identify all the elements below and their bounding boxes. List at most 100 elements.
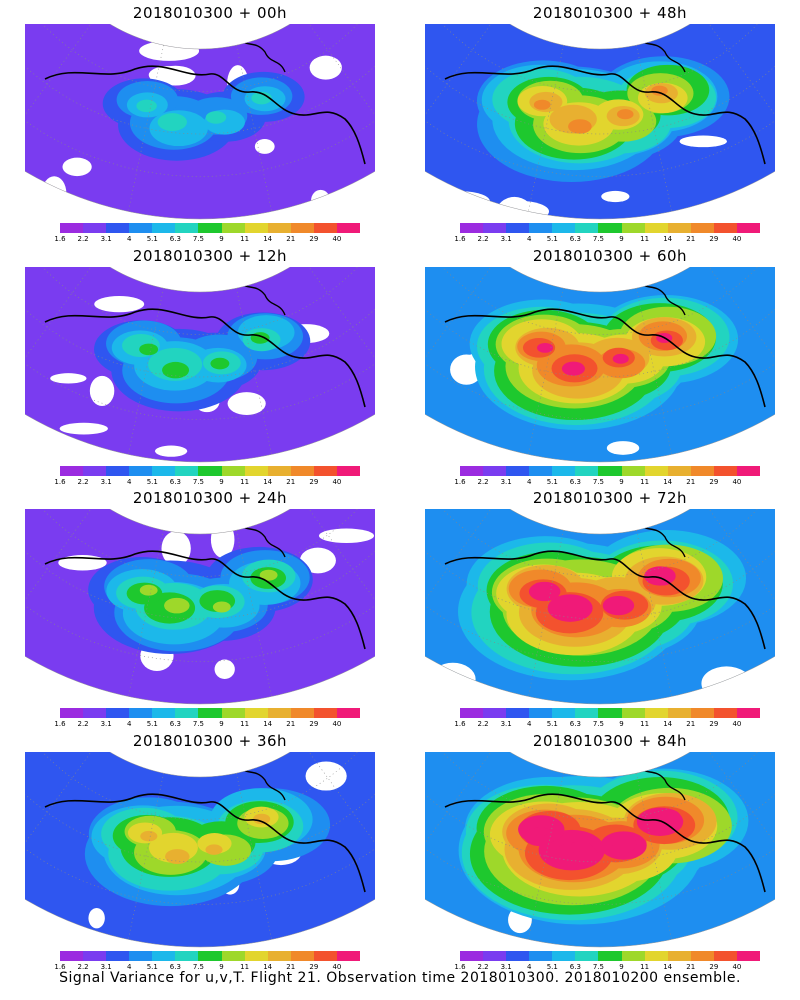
variance-contour: [651, 85, 668, 96]
map-outline: [425, 752, 775, 948]
colorbar-tick-label: 5.1: [546, 963, 558, 971]
colorbar-tick-label: 7.5: [592, 963, 605, 971]
variance-contour: [569, 840, 592, 855]
colorbar-swatch: [483, 708, 507, 718]
colorbar-tick-label: 40: [332, 478, 342, 486]
colorbar-swatch: [598, 708, 622, 718]
low-variance-gap: [155, 65, 196, 86]
variance-contour: [250, 332, 270, 344]
low-variance-gap: [139, 40, 200, 61]
parallel-line: [25, 509, 375, 577]
colorbar-tick-label: 9: [219, 478, 224, 486]
meridian-line: [702, 752, 775, 882]
colorbar-swatch: [483, 466, 507, 476]
colorbar-swatch: [83, 951, 107, 961]
variance-contour: [162, 361, 190, 379]
colorbar-swatch: [483, 223, 507, 233]
colorbar-swatch: [60, 708, 84, 718]
panel-title: 2018010300 + 72h: [532, 489, 688, 507]
signal-variance-map: [25, 267, 375, 463]
colorbar-swatch: [552, 223, 576, 233]
variance-contour: [210, 357, 230, 370]
colorbar-tick-label: 9: [619, 963, 624, 971]
colorbar-tick-label: 2.2: [477, 963, 489, 971]
map-panel: 2018010300 + 12h 1.6 2.2 3.1 4 5.1 6.3 7.5 9 11 14…: [25, 243, 395, 486]
colorbar-swatch: [267, 223, 291, 233]
colorbar: [60, 708, 361, 718]
colorbar-tick-label: 40: [732, 720, 742, 728]
colorbar-tick-label: 1.6: [54, 963, 66, 971]
meridian-line: [25, 267, 98, 397]
colorbar-tick-label: 11: [240, 235, 250, 243]
colorbar-swatch: [221, 708, 245, 718]
colorbar-swatch: [152, 223, 176, 233]
signal-variance-map: [425, 752, 775, 948]
variance-contour: [205, 844, 223, 855]
colorbar-tick-label: 40: [332, 963, 342, 971]
low-variance-gap: [94, 295, 145, 313]
colorbar-swatch: [336, 951, 361, 961]
colorbar-tick-label: 21: [686, 478, 696, 486]
colorbar-swatch: [152, 466, 176, 476]
variance-contour: [611, 838, 628, 848]
colorbar-swatch: [313, 708, 337, 718]
low-variance-gap: [430, 662, 476, 696]
map-outline: [425, 267, 775, 463]
colorbar: [60, 223, 361, 233]
colorbar-tick-label: 2.2: [77, 478, 89, 486]
colorbar-labels: 1.6 2.2 3.1 4 5.1 6.3 7.5 9 11 14 21 29 40: [454, 478, 760, 488]
colorbar-swatch: [290, 708, 314, 718]
colorbar-tick-label: 21: [686, 720, 696, 728]
map-panel: 2018010300 + 00h 1.6 2.2 3.1 4 5.1 6.3 7.5 9 11 14…: [25, 0, 395, 243]
colorbar-tick-label: 3.1: [100, 720, 112, 728]
colorbar-labels: 1.6 2.2 3.1 4 5.1 6.3 7.5 9 11 14 21 29 40: [454, 720, 760, 730]
panel-title: 2018010300 + 12h: [132, 247, 288, 265]
colorbar-tick-label: 4: [126, 720, 132, 728]
coastline: [44, 550, 366, 650]
variance-contour: [606, 597, 622, 608]
variance-contour: [165, 849, 190, 865]
colorbar-swatch: [598, 223, 622, 233]
colorbar-swatch: [106, 223, 130, 233]
map-outline: [425, 509, 775, 705]
parallel-line: [25, 25, 375, 177]
colorbar-tick-label: 14: [663, 720, 673, 728]
map-panel: 2018010300 + 84h 1.6 2.2 3.1 4 5.1 6.3 7.5 9 11 14…: [425, 728, 795, 971]
colorbar-swatch: [60, 466, 84, 476]
colorbar-swatch: [667, 708, 691, 718]
colorbar-tick-label: 7.5: [592, 235, 605, 243]
colorbar-tick-label: 1.6: [54, 235, 66, 243]
meridian-line: [527, 773, 564, 940]
parallel-line: [25, 752, 375, 863]
colorbar-swatch: [621, 951, 645, 961]
variance-contour: [561, 604, 584, 619]
map-panel: 2018010300 + 60h 1.6 2.2 3.1 4 5.1 6.3 7.5 9 11 14…: [425, 243, 795, 486]
colorbar-tick-label: 4: [126, 963, 132, 971]
colorbar-labels: 1.6 2.2 3.1 4 5.1 6.3 7.5 9 11 14 21 29 40: [54, 720, 360, 730]
colorbar-tick-label: 6.3: [169, 235, 181, 243]
low-variance-gap: [227, 392, 266, 415]
meridian-line: [302, 752, 375, 882]
variance-contour: [659, 813, 676, 823]
colorbar-swatch: [152, 951, 176, 961]
meridian-line: [702, 267, 775, 397]
colorbar-swatch: [713, 951, 737, 961]
variance-contour: [616, 109, 634, 120]
colorbar-tick-label: 21: [286, 963, 296, 971]
low-variance-gap: [254, 139, 275, 154]
colorbar-swatch: [267, 466, 291, 476]
variance-contour: [259, 569, 278, 581]
colorbar-tick-label: 11: [640, 235, 650, 243]
colorbar-tick-label: 5.1: [146, 720, 158, 728]
colorbar-tick-label: 7.5: [192, 963, 205, 971]
parallel-line: [425, 509, 775, 620]
variance-contour: [253, 813, 271, 825]
variance-contour: [533, 99, 551, 110]
colorbar-tick-label: 40: [332, 235, 342, 243]
colorbar-tick-label: 29: [709, 720, 719, 728]
colorbar-tick-label: 2.2: [477, 235, 489, 243]
colorbar-swatch: [267, 951, 291, 961]
variance-contour: [612, 353, 629, 364]
signal-variance-map: [25, 752, 375, 948]
colorbar-swatch: [175, 466, 199, 476]
